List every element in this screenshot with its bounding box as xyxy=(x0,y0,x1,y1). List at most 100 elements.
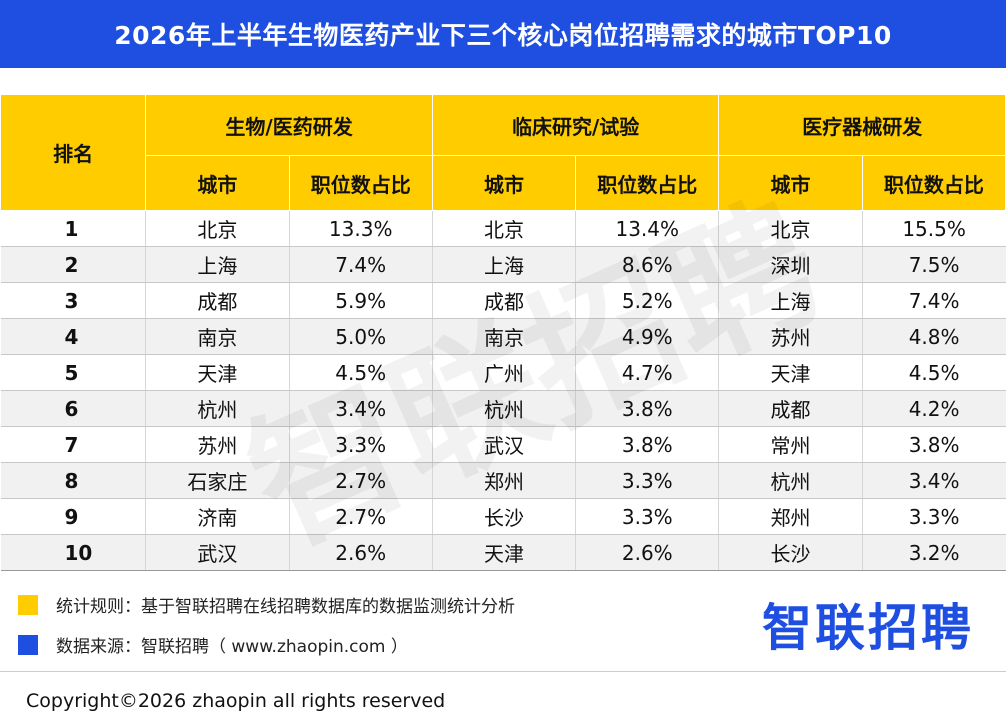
share-cell: 2.6% xyxy=(289,534,433,571)
blue-square-icon xyxy=(18,634,38,655)
city-cell: 天津 xyxy=(718,354,863,391)
share-cell: 3.4% xyxy=(289,390,433,427)
city-cell: 常州 xyxy=(718,426,863,463)
legend-source-text: 数据来源：智联招聘（ www.zhaopin.com ） xyxy=(56,637,408,657)
rank-header: 排名 xyxy=(0,94,147,211)
table-row: 5 天津 4.5% 广州 4.7% 天津 4.5% xyxy=(0,354,1006,391)
share-cell: 3.8% xyxy=(575,390,720,427)
legend-source: 数据来源：智联招聘（ www.zhaopin.com ） xyxy=(18,632,408,657)
city-cell: 上海 xyxy=(432,246,577,283)
share-cell: 5.0% xyxy=(289,318,433,355)
rank-cell: 2 xyxy=(0,246,147,283)
share-cell: 5.2% xyxy=(575,282,720,319)
share-cell: 7.5% xyxy=(862,246,1006,283)
share-cell: 7.4% xyxy=(862,282,1006,319)
share-cell: 2.7% xyxy=(289,462,433,499)
share-cell: 4.7% xyxy=(575,354,720,391)
share-cell: 5.9% xyxy=(289,282,433,319)
city-cell: 上海 xyxy=(145,246,290,283)
share-cell: 4.2% xyxy=(862,390,1006,427)
table-row: 3 成都 5.9% 成都 5.2% 上海 7.4% xyxy=(0,282,1006,319)
city-cell: 郑州 xyxy=(718,498,863,535)
copyright-text: Copyright©2026 zhaopin all rights reserv… xyxy=(26,690,446,712)
rank-cell: 6 xyxy=(0,390,147,427)
table-row: 1 北京 13.3% 北京 13.4% 北京 15.5% xyxy=(0,210,1006,247)
rank-cell: 10 xyxy=(0,534,147,571)
city-cell: 天津 xyxy=(432,534,577,571)
rank-cell: 7 xyxy=(0,426,147,463)
share-cell: 8.6% xyxy=(575,246,720,283)
city-cell: 石家庄 xyxy=(145,462,290,499)
rank-cell: 9 xyxy=(0,498,147,535)
share-cell: 13.4% xyxy=(575,210,720,247)
share-cell: 3.3% xyxy=(575,498,720,535)
city-cell: 成都 xyxy=(432,282,577,319)
city-cell: 南京 xyxy=(432,318,577,355)
page-title: 2026年上半年生物医药产业下三个核心岗位招聘需求的城市TOP10 xyxy=(0,0,1006,68)
rank-cell: 5 xyxy=(0,354,147,391)
legend-rule-text: 统计规则：基于智联招聘在线招聘数据库的数据监测统计分析 xyxy=(56,597,515,617)
share-header: 职位数占比 xyxy=(575,155,720,211)
share-header: 职位数占比 xyxy=(288,155,433,211)
city-cell: 南京 xyxy=(145,318,290,355)
city-cell: 上海 xyxy=(718,282,863,319)
table-row: 4 南京 5.0% 南京 4.9% 苏州 4.8% xyxy=(0,318,1006,355)
group-header-biomed-rd: 生物/医药研发 xyxy=(145,94,433,156)
city-cell: 北京 xyxy=(718,210,863,247)
table-row: 2 上海 7.4% 上海 8.6% 深圳 7.5% xyxy=(0,246,1006,283)
city-cell: 成都 xyxy=(145,282,290,319)
city-cell: 苏州 xyxy=(718,318,863,355)
share-cell: 4.9% xyxy=(575,318,720,355)
city-cell: 郑州 xyxy=(432,462,577,499)
city-cell: 北京 xyxy=(145,210,290,247)
share-cell: 3.3% xyxy=(289,426,433,463)
share-cell: 3.4% xyxy=(862,462,1006,499)
share-cell: 15.5% xyxy=(862,210,1006,247)
share-cell: 3.8% xyxy=(575,426,720,463)
table-row: 10 武汉 2.6% 天津 2.6% 长沙 3.2% xyxy=(0,534,1006,571)
rank-cell: 8 xyxy=(0,462,147,499)
share-cell: 2.6% xyxy=(575,534,720,571)
city-cell: 杭州 xyxy=(432,390,577,427)
share-cell: 4.5% xyxy=(862,354,1006,391)
share-cell: 2.7% xyxy=(289,498,433,535)
share-header: 职位数占比 xyxy=(861,155,1006,211)
city-cell: 长沙 xyxy=(718,534,863,571)
city-cell: 武汉 xyxy=(432,426,577,463)
city-cell: 武汉 xyxy=(145,534,290,571)
city-cell: 天津 xyxy=(145,354,290,391)
city-cell: 杭州 xyxy=(145,390,290,427)
rank-cell: 4 xyxy=(0,318,147,355)
table-row: 9 济南 2.7% 长沙 3.3% 郑州 3.3% xyxy=(0,498,1006,535)
city-cell: 深圳 xyxy=(718,246,863,283)
yellow-square-icon xyxy=(18,594,38,615)
footer-divider xyxy=(0,671,1006,672)
share-cell: 3.8% xyxy=(862,426,1006,463)
city-header: 城市 xyxy=(431,155,577,211)
city-cell: 杭州 xyxy=(718,462,863,499)
city-cell: 成都 xyxy=(718,390,863,427)
city-cell: 长沙 xyxy=(432,498,577,535)
rank-cell: 1 xyxy=(0,210,147,247)
share-cell: 7.4% xyxy=(289,246,433,283)
table-row: 7 苏州 3.3% 武汉 3.8% 常州 3.8% xyxy=(0,426,1006,463)
ranking-table: 排名 生物/医药研发 临床研究/试验 医疗器械研发 城市 职位数占比 城市 职位… xyxy=(0,94,1006,571)
zhaopin-logo: 智联招聘 xyxy=(762,599,974,657)
city-cell: 广州 xyxy=(432,354,577,391)
table-row: 8 石家庄 2.7% 郑州 3.3% 杭州 3.4% xyxy=(0,462,1006,499)
city-cell: 苏州 xyxy=(145,426,290,463)
city-header: 城市 xyxy=(718,155,863,211)
share-cell: 3.3% xyxy=(862,498,1006,535)
legend-rule: 统计规则：基于智联招聘在线招聘数据库的数据监测统计分析 xyxy=(18,592,515,617)
share-cell: 13.3% xyxy=(289,210,433,247)
share-cell: 3.2% xyxy=(862,534,1006,571)
share-cell: 4.5% xyxy=(289,354,433,391)
rank-cell: 3 xyxy=(0,282,147,319)
group-header-clinical: 临床研究/试验 xyxy=(431,94,720,156)
table-row: 6 杭州 3.4% 杭州 3.8% 成都 4.2% xyxy=(0,390,1006,427)
city-cell: 北京 xyxy=(432,210,577,247)
share-cell: 3.3% xyxy=(575,462,720,499)
share-cell: 4.8% xyxy=(862,318,1006,355)
city-cell: 济南 xyxy=(145,498,290,535)
city-header: 城市 xyxy=(145,155,290,211)
